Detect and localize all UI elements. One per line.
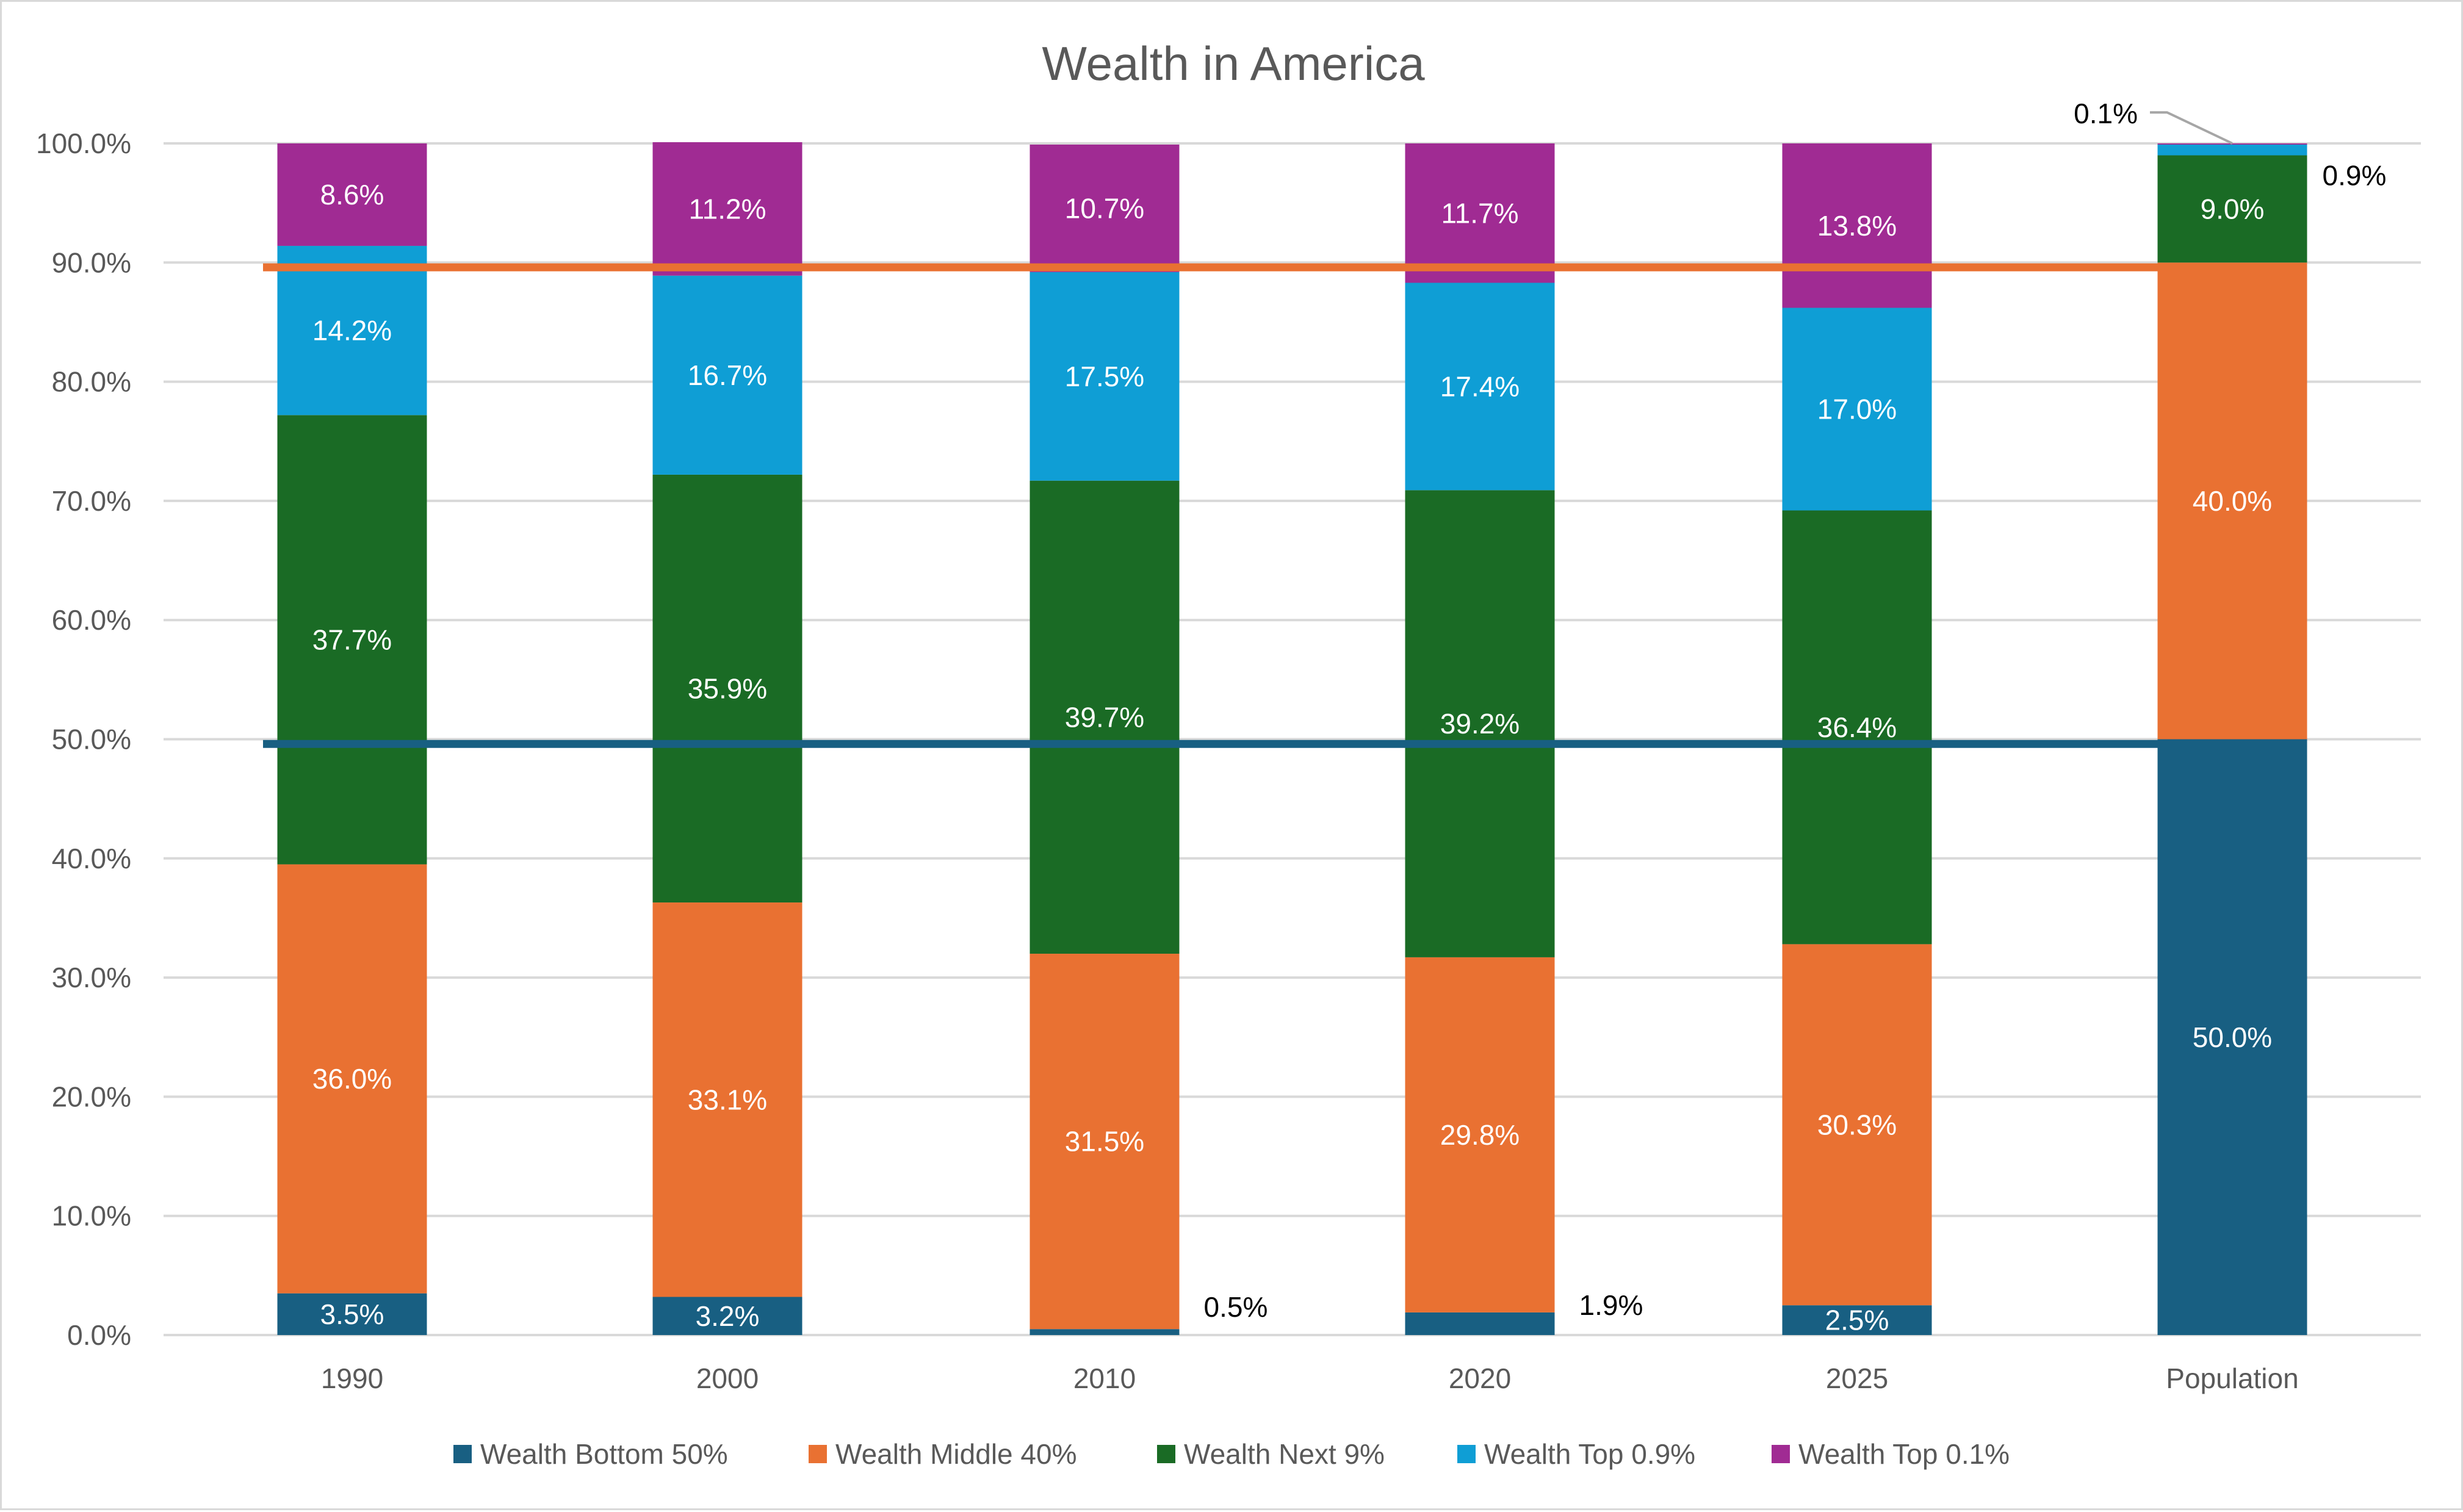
bar-segment: [2157, 739, 2307, 1335]
legend-item: Wealth Top 0.9%: [1457, 1438, 1695, 1470]
bar-segment: [1782, 143, 1932, 308]
data-label: 17.4%: [1440, 370, 1520, 402]
bar-segment: [277, 864, 427, 1294]
legend-swatch: [1157, 1445, 1175, 1463]
bar-segment: [2157, 143, 2307, 145]
data-label: 11.2%: [688, 193, 766, 225]
bar-segment: [1030, 144, 1180, 272]
y-tick-label: 70.0%: [52, 485, 131, 517]
bar-segment: [652, 474, 802, 903]
x-tick-label: 2025: [1826, 1363, 1888, 1394]
data-label: 1.9%: [1579, 1289, 1643, 1321]
data-label: 36.4%: [1817, 711, 1897, 743]
y-tick-label: 0.0%: [67, 1319, 131, 1351]
data-label: 13.8%: [1817, 210, 1897, 242]
bar-segment: [1405, 957, 1555, 1312]
data-label: 35.9%: [688, 672, 767, 704]
bar-segment: [1030, 1329, 1180, 1335]
data-label: 14.2%: [312, 315, 392, 347]
legend-swatch: [809, 1445, 827, 1463]
data-label: 3.5%: [320, 1298, 384, 1330]
y-tick-label: 60.0%: [52, 604, 131, 636]
chart-title: Wealth in America: [1042, 37, 1425, 90]
y-tick-label: 30.0%: [52, 962, 131, 993]
bar-segment: [1405, 1312, 1555, 1335]
bar-segment: [1782, 1305, 1932, 1335]
bar-segment: [1030, 480, 1180, 954]
data-label: 9.0%: [2201, 193, 2265, 225]
legend-swatch: [1772, 1445, 1790, 1463]
legend-item: Wealth Bottom 50%: [453, 1438, 728, 1470]
legend-label: Wealth Top 0.9%: [1484, 1438, 1695, 1470]
bar-segment: [652, 902, 802, 1297]
legend-swatch: [453, 1445, 472, 1463]
data-label: 10.7%: [1065, 192, 1144, 224]
bar-segment: [2157, 144, 2307, 156]
bar-segment: [1405, 143, 1555, 283]
y-tick-label: 90.0%: [52, 247, 131, 278]
bar-segment: [277, 245, 427, 416]
bar-segment: [2157, 155, 2307, 263]
y-tick-label: 10.0%: [52, 1200, 131, 1232]
bar-segment: [277, 1293, 427, 1335]
legend-item: Wealth Next 9%: [1157, 1438, 1385, 1470]
data-label: 37.7%: [312, 624, 392, 655]
bar-segment: [1030, 954, 1180, 1330]
legend-label: Wealth Middle 40%: [835, 1438, 1076, 1470]
data-label: 8.6%: [320, 179, 384, 211]
y-tick-label: 80.0%: [52, 366, 131, 398]
x-tick-label: 1990: [321, 1363, 383, 1394]
data-label: 29.8%: [1440, 1119, 1520, 1151]
bar-segment: [1782, 944, 1932, 1306]
bar-segment: [652, 1297, 802, 1335]
data-label: 17.5%: [1065, 361, 1144, 392]
data-label: 31.5%: [1065, 1126, 1144, 1157]
data-label: 39.2%: [1440, 708, 1520, 740]
data-label: 0.5%: [1204, 1291, 1268, 1323]
bar-segment: [2157, 262, 2307, 740]
bar-segment: [1030, 272, 1180, 481]
bar-segment: [1782, 308, 1932, 511]
legend-label: Wealth Top 0.1%: [1798, 1438, 2010, 1470]
x-tick-label: Population: [2166, 1363, 2298, 1394]
bar-segment: [1405, 283, 1555, 491]
bar-segment: [1405, 490, 1555, 957]
data-label: 3.2%: [696, 1300, 760, 1332]
bar-segment: [277, 143, 427, 246]
leader-line: [2150, 111, 2233, 145]
legend-item: Wealth Middle 40%: [809, 1438, 1076, 1470]
legend-label: Wealth Bottom 50%: [480, 1438, 728, 1470]
x-tick-label: 2020: [1449, 1363, 1511, 1394]
data-label: 36.0%: [312, 1063, 392, 1095]
data-label: 39.7%: [1065, 701, 1144, 733]
x-tick-label: 2000: [696, 1363, 759, 1394]
legend-label: Wealth Next 9%: [1184, 1438, 1385, 1470]
data-label: 17.0%: [1817, 394, 1897, 425]
y-tick-label: 50.0%: [52, 724, 131, 755]
data-label: 40.0%: [2193, 485, 2272, 517]
data-label: 2.5%: [1825, 1305, 1889, 1336]
data-label: 0.1%: [2074, 98, 2138, 129]
bar-segment: [652, 142, 802, 276]
legend-item: Wealth Top 0.1%: [1772, 1438, 2010, 1470]
data-label: 50.0%: [2193, 1021, 2272, 1053]
y-tick-label: 100.0%: [36, 128, 131, 159]
data-label: 30.3%: [1817, 1109, 1897, 1140]
y-tick-label: 40.0%: [52, 843, 131, 874]
data-label: 16.7%: [688, 359, 767, 391]
data-label: 11.7%: [1441, 197, 1518, 229]
data-label: 33.1%: [688, 1084, 767, 1115]
legend-swatch: [1457, 1445, 1476, 1463]
bar-segment: [277, 415, 427, 865]
bar-segment: [1782, 510, 1932, 945]
data-label: 0.9%: [2323, 160, 2387, 192]
bar-segment: [652, 275, 802, 475]
x-tick-label: 2010: [1073, 1363, 1136, 1394]
y-tick-label: 20.0%: [52, 1081, 131, 1112]
